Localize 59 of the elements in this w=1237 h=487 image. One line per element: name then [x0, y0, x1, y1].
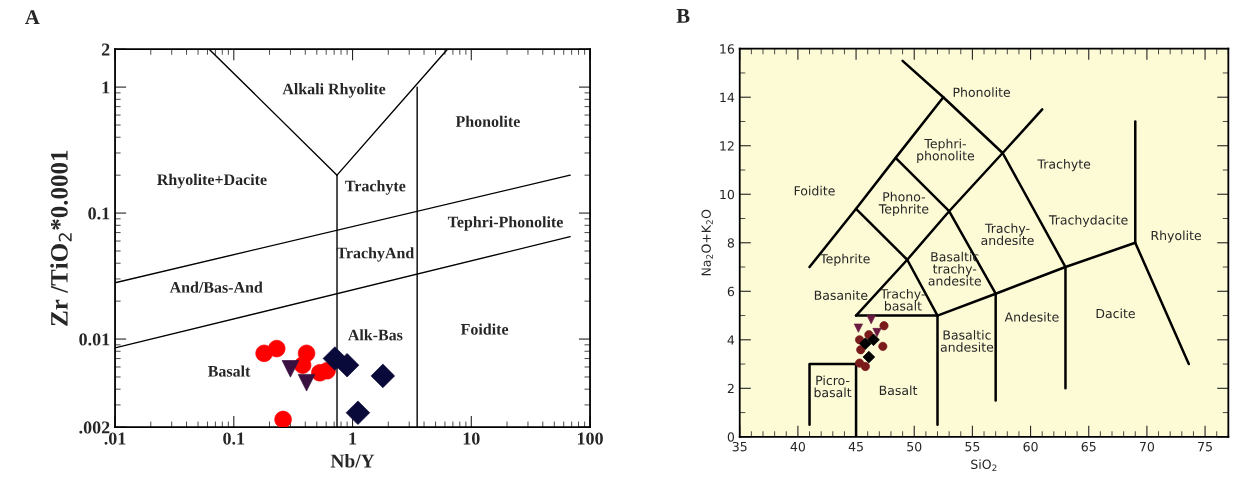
y-tick-label: 16 — [720, 44, 735, 54]
y-tick-label: 0.01 — [79, 333, 110, 346]
annotation: Foidite — [794, 185, 835, 196]
annotation: Trachyte — [1037, 159, 1091, 172]
annotation: Basanite — [814, 290, 868, 300]
x-tick-label: 70 — [1139, 441, 1155, 452]
y-tick-label: 6 — [727, 286, 735, 297]
annotation: Tephri-Phonolite — [447, 216, 563, 231]
x-tick-label: 10 — [463, 432, 480, 445]
x-axis-title: SiO$_{2}$ — [971, 459, 997, 471]
annotation: Trachydacite — [1048, 214, 1128, 228]
annotation: Trachyte — [345, 180, 406, 195]
x-tick-label: 45 — [848, 442, 863, 452]
x-tick-label: 50 — [907, 441, 922, 452]
chart-title: B — [676, 9, 690, 23]
y-tick-label: 0 — [727, 432, 735, 442]
annotation: Andesite — [1004, 312, 1059, 322]
y-tick-label: 10 — [720, 189, 735, 200]
x-tick-label: 55 — [965, 442, 980, 452]
y-tick-label: 12 — [720, 141, 734, 151]
annotation: Alk-Bas — [347, 329, 403, 341]
annotation: Picro- basalt — [814, 375, 852, 398]
annotation: Tephri- phonolite — [917, 138, 975, 163]
annotation: Foidite — [460, 323, 509, 335]
x-tick-label: 1 — [349, 432, 357, 445]
y-tick-label: 2 — [101, 43, 110, 56]
annotation: Phonolite — [455, 115, 520, 127]
y-tick-label: 0.1 — [88, 207, 110, 220]
x-tick-label: 75 — [1198, 442, 1212, 452]
y-tick-label: 4 — [727, 335, 735, 345]
y-tick-label: .002 — [79, 421, 110, 434]
y-tick-label: 14 — [720, 92, 735, 102]
x-tick-label: 35 — [732, 441, 747, 452]
annotation: And/Bas-And — [169, 281, 263, 293]
x-axis-title: Nb/Y — [330, 453, 375, 468]
y-tick-label: 2 — [727, 383, 734, 394]
annotation: Alkali Rhyolite — [282, 83, 386, 98]
y-axis-title: Zr /TiO$_{2}$*0.0001 — [50, 150, 72, 326]
annotation: Trachy- basalt — [880, 288, 925, 311]
y-tick-label: 1 — [102, 81, 110, 94]
annotation: Phonolite — [953, 87, 1011, 97]
annotation: Phono- Tephrite — [878, 191, 929, 217]
x-tick-label: 100 — [577, 432, 603, 445]
x-tick-label: 65 — [1081, 441, 1096, 452]
x-tick-label: 60 — [1023, 441, 1038, 452]
annotation: Basaltic andesite — [940, 330, 994, 352]
x-tick-label: 40 — [790, 441, 806, 452]
annotation: Dacite — [1096, 308, 1135, 319]
annotation: Basalt — [208, 365, 251, 377]
chart-title: A — [24, 10, 40, 24]
annotation: Trachy- andesite — [981, 223, 1034, 246]
y-tick-label: 8 — [727, 238, 735, 248]
annotation: Rhyolite+Dacite — [157, 173, 267, 189]
annotation: Basalt — [879, 385, 918, 396]
annotation: Rhyolite — [1151, 230, 1201, 243]
x-tick-label: 0.1 — [223, 432, 245, 445]
y-axis-title: Na$_{2}$O+K$_{2}$O — [701, 209, 713, 276]
x-tick-label: .01 — [104, 432, 126, 445]
annotation: Tephrite — [820, 253, 870, 266]
